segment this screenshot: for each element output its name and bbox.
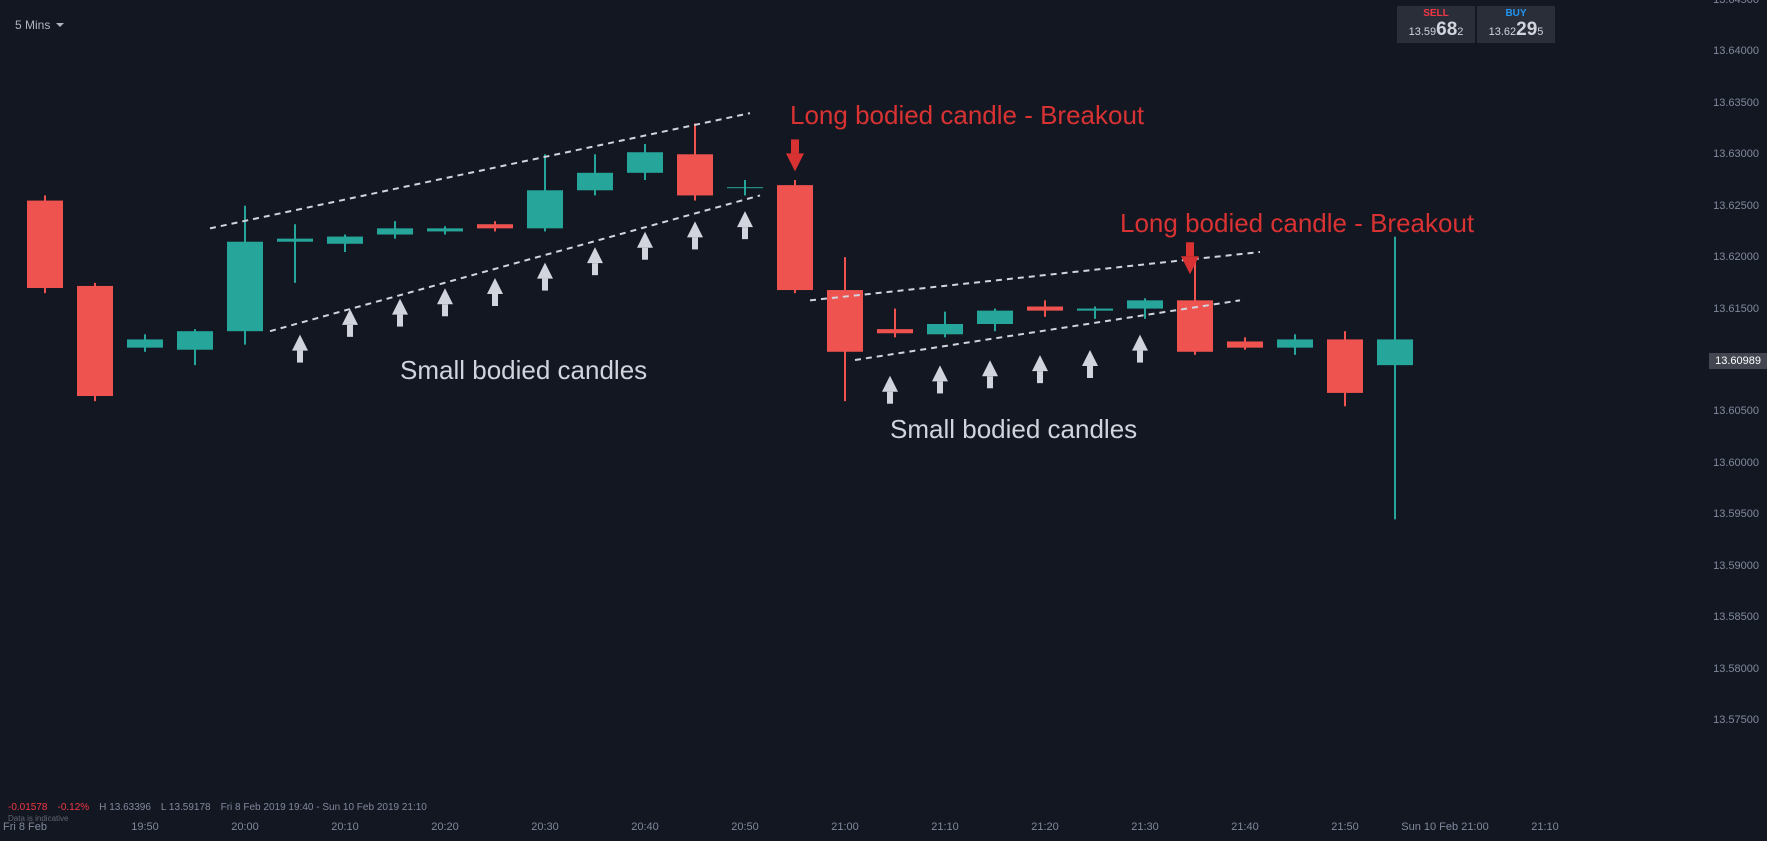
x-tick-label: 20:00 [231,821,259,833]
current-price-tag: 13.60989 [1709,353,1767,369]
y-tick-label: 13.63500 [1713,97,1759,109]
x-tick-label: 21:10 [931,821,959,833]
chart-annotation: Long bodied candle - Breakout [790,100,1144,131]
y-tick-label: 13.64500 [1713,0,1759,6]
x-tick-label: 21:40 [1231,821,1259,833]
y-tick-label: 13.59000 [1713,560,1759,572]
x-tick-label: 20:20 [431,821,459,833]
x-tick-label: 21:00 [831,821,859,833]
y-tick-label: 13.59500 [1713,508,1759,520]
x-tick-label: 21:50 [1331,821,1359,833]
x-tick-label: Sun 10 Feb 21:00 [1401,821,1488,833]
y-tick-label: 13.60000 [1713,457,1759,469]
y-tick-label: 13.63000 [1713,148,1759,160]
y-tick-label: 13.61500 [1713,303,1759,315]
bottom-info-bar: -0.01578 -0.12% H 13.63396 L 13.59178 Fr… [8,802,427,813]
x-tick-label: 20:30 [531,821,559,833]
x-tick-label: 20:10 [331,821,359,833]
data-disclaimer: Data is indicative [8,814,68,823]
y-tick-label: 13.60500 [1713,405,1759,417]
y-tick-label: 13.57500 [1713,714,1759,726]
chart-annotation: Long bodied candle - Breakout [1120,208,1474,239]
time-range: Fri 8 Feb 2019 19:40 - Sun 10 Feb 2019 2… [221,802,427,813]
y-tick-label: 13.62500 [1713,200,1759,212]
y-tick-label: 13.58500 [1713,611,1759,623]
change-pct: -0.12% [57,802,89,813]
x-tick-label: 19:50 [131,821,159,833]
x-tick-label: 21:10 [1531,821,1559,833]
chart-annotation: Small bodied candles [890,414,1137,445]
y-tick-label: 13.62000 [1713,251,1759,263]
y-tick-label: 13.64000 [1713,45,1759,57]
low-label: L 13.59178 [161,802,211,813]
chart-annotation: Small bodied candles [400,355,647,386]
candlestick-chart-container: 5 Mins SELL 13.59682 BUY 13.62295 13.645… [0,0,1767,841]
y-tick-label: 13.58000 [1713,663,1759,675]
x-tick-label: 21:20 [1031,821,1059,833]
change-value: -0.01578 [8,802,47,813]
x-tick-label: 20:50 [731,821,759,833]
high-label: H 13.63396 [99,802,151,813]
x-tick-label: 20:40 [631,821,659,833]
x-tick-label: 21:30 [1131,821,1159,833]
